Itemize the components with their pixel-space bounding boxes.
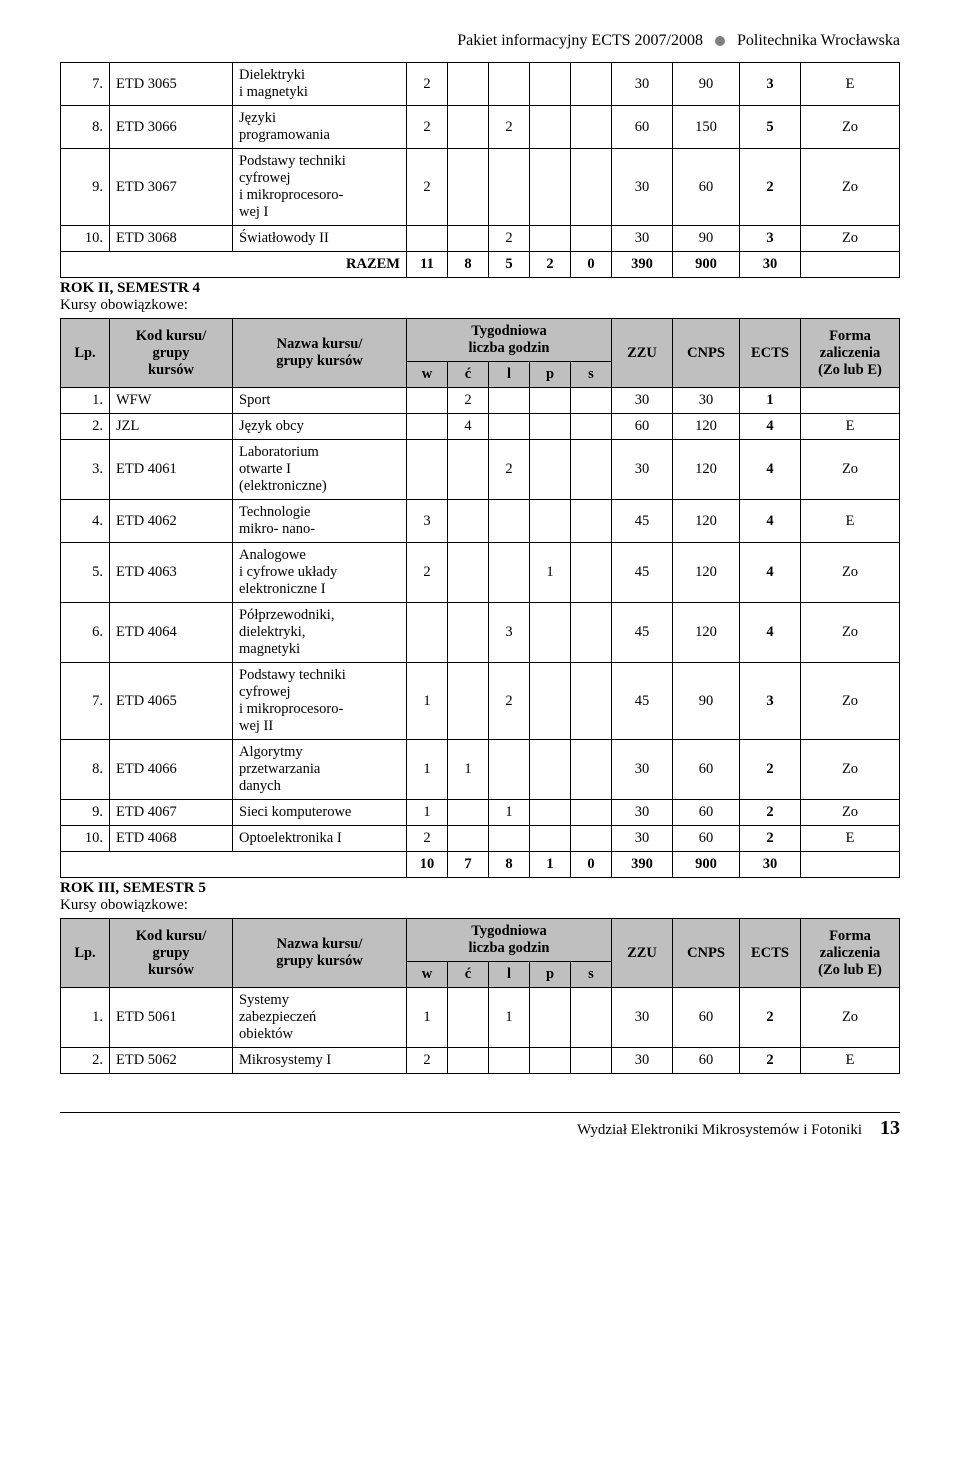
page-header: Pakiet informacyjny ECTS 2007/2008 Polit… xyxy=(60,32,900,50)
course-table-sem4: Lp. Kod kursu/grupykursów Nazwa kursu/gr… xyxy=(60,318,900,878)
table-row: 8. ETD 3066 Językiprogramowania 2 2 60 1… xyxy=(61,106,900,149)
table-row: 10. ETD 3068 Światłowody II 2 30 90 3 Zo xyxy=(61,226,900,252)
course-table-cont: 7. ETD 3065 Dielektrykii magnetyki 2 30 … xyxy=(60,62,900,278)
section-kursy-1: Kursy obowiązkowe: xyxy=(60,297,900,314)
table-row: 2. JZL Język obcy 4 60 120 4 E xyxy=(61,414,900,440)
table-row: 6. ETD 4064 Półprzewodniki,dielektryki,m… xyxy=(61,603,900,663)
dot-separator-icon xyxy=(715,36,725,46)
course-table-sem5: Lp. Kod kursu/grupykursów Nazwa kursu/gr… xyxy=(60,918,900,1074)
section-rok3sem5: ROK III, SEMESTR 5 xyxy=(60,880,900,897)
page-footer: Wydział Elektroniki Mikrosystemów i Foto… xyxy=(60,1112,900,1140)
table-row: 8. ETD 4066 Algorytmyprzetwarzaniadanych… xyxy=(61,740,900,800)
footer-page-number: 13 xyxy=(880,1117,900,1140)
section-rok2sem4: ROK II, SEMESTR 4 xyxy=(60,280,900,297)
summary-row: RAZEM 11 8 5 2 0 390 900 30 xyxy=(61,252,900,278)
table-row: 7. ETD 4065 Podstawy technikicyfroweji m… xyxy=(61,663,900,740)
table-row: 7. ETD 3065 Dielektrykii magnetyki 2 30 … xyxy=(61,63,900,106)
table-row: 4. ETD 4062 Technologiemikro- nano- 3 45… xyxy=(61,500,900,543)
summary-row: 10 7 8 1 0 390 900 30 xyxy=(61,852,900,878)
table-row: 1. WFW Sport 2 30 30 1 xyxy=(61,388,900,414)
header-right: Politechnika Wrocławska xyxy=(737,32,900,49)
table-row: 5. ETD 4063 Analogowei cyfrowe układyele… xyxy=(61,543,900,603)
header-left: Pakiet informacyjny ECTS 2007/2008 xyxy=(457,32,703,49)
table-row: 9. ETD 3067 Podstawy technikicyfroweji m… xyxy=(61,149,900,226)
footer-dept: Wydział Elektroniki Mikrosystemów i Foto… xyxy=(577,1122,862,1139)
section-kursy-2: Kursy obowiązkowe: xyxy=(60,897,900,914)
table-row: 9. ETD 4067 Sieci komputerowe 1 1 30 60 … xyxy=(61,800,900,826)
table-row: 2. ETD 5062 Mikrosystemy I 2 30 60 2 E xyxy=(61,1048,900,1074)
table-row: 1. ETD 5061 Systemyzabezpieczeńobiektów … xyxy=(61,988,900,1048)
table-row: 3. ETD 4061 Laboratoriumotwarte I(elektr… xyxy=(61,440,900,500)
table-row: 10. ETD 4068 Optoelektronika I 2 30 60 2… xyxy=(61,826,900,852)
